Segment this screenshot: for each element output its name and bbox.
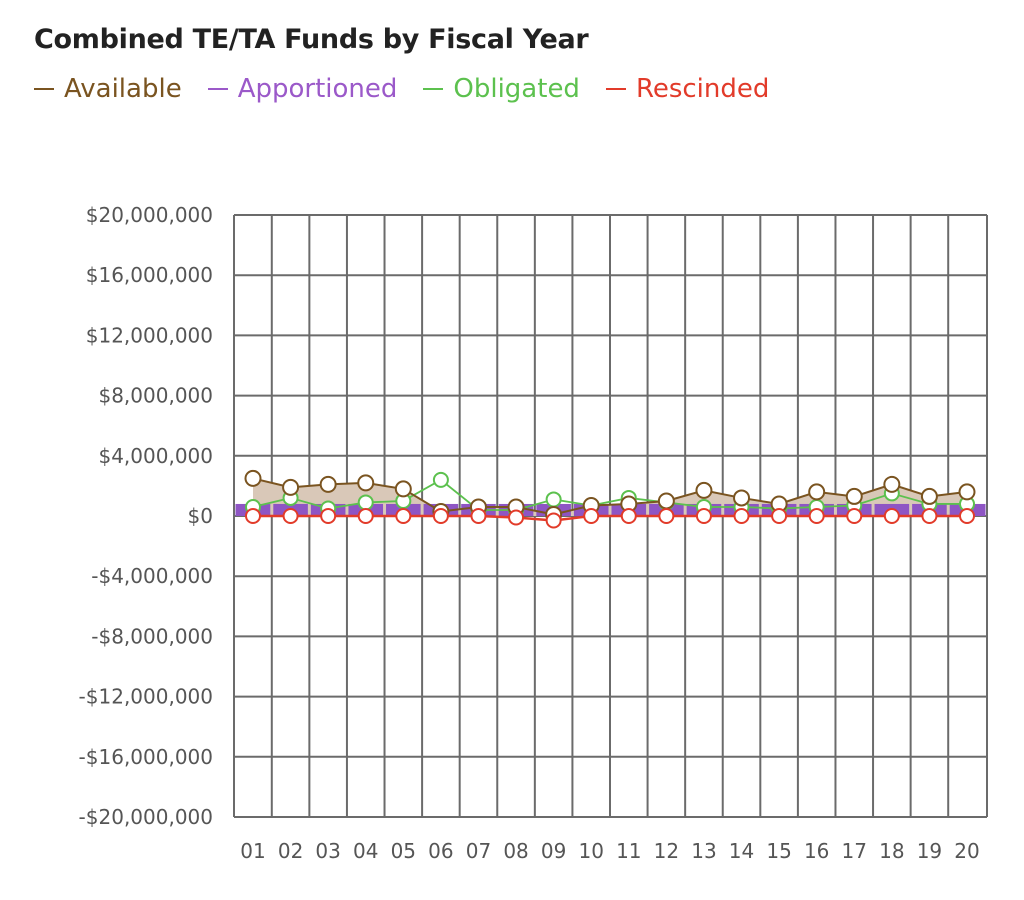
chart-title: Combined TE/TA Funds by Fiscal Year [34,24,589,55]
rescinded-point [959,508,975,524]
available-point [282,478,300,496]
rescinded-point [508,509,525,526]
legend-label-apportioned: Apportioned [237,74,398,104]
y-tick-label: $16,000,000 [86,263,213,287]
rescinded-point [282,508,299,524]
available-point [319,475,337,493]
rescinded-point [695,508,712,524]
obligated-point [357,494,374,511]
rescinded-point [470,508,487,524]
rescinded-point [921,508,938,524]
available-point [357,474,375,492]
rescinded-point [733,508,750,524]
legend-label-rescinded: Rescinded [635,74,770,104]
available-point [733,489,751,507]
x-tick-label: 11 [616,839,641,863]
rescinded-point [883,508,900,524]
rescinded-point [846,508,863,524]
x-tick-label: 01 [240,839,265,863]
x-tick-label: 03 [315,839,340,863]
x-tick-label: 02 [278,839,303,863]
y-tick-label: -$20,000,000 [79,805,213,829]
x-tick-label: 20 [954,839,979,863]
y-tick-label: -$12,000,000 [79,685,213,709]
obligated-point [432,471,449,488]
y-tick-label: $0 [188,504,213,528]
x-tick-label: 08 [503,839,528,863]
y-tick-label: -$4,000,000 [91,564,213,588]
x-tick-label: 19 [917,839,942,863]
x-tick-label: 12 [654,839,679,863]
legend-swatch-available [34,88,54,90]
x-tick-label: 05 [391,839,416,863]
rescinded-point [583,508,600,524]
available-point [958,483,976,501]
obligated-point [545,491,562,508]
x-tick-label: 14 [729,839,754,863]
legend-item-obligated[interactable]: Obligated [423,74,580,104]
rescinded-point [620,508,637,524]
x-tick-label: 09 [541,839,566,863]
available-point [394,480,412,498]
rescinded-point [771,508,788,524]
y-tick-label: -$8,000,000 [91,624,213,648]
legend-label-available: Available [64,74,182,104]
available-point [244,469,262,487]
available-point [657,492,675,510]
legend-swatch-obligated [423,88,444,90]
rescinded-point [320,508,337,524]
available-point [920,487,938,505]
available-point [695,481,713,499]
x-tick-label: 06 [428,839,453,863]
chart-legend: Available Apportioned Obligated Rescinde… [34,74,769,104]
legend-item-apportioned[interactable]: Apportioned [207,74,398,104]
y-tick-label: $4,000,000 [98,444,213,468]
available-point [883,475,901,493]
rescinded-point [545,512,562,529]
rescinded-point [658,508,675,524]
legend-swatch-apportioned [207,88,228,90]
y-tick-label: $12,000,000 [86,323,213,347]
rescinded-point [357,508,374,524]
rescinded-point [245,508,261,524]
x-tick-label: 13 [691,839,716,863]
x-tick-label: 17 [842,839,867,863]
rescinded-point [432,508,449,524]
rescinded-point [808,508,825,524]
y-tick-label: $8,000,000 [98,384,213,408]
y-tick-label: $20,000,000 [86,203,213,227]
y-tick-label: -$16,000,000 [79,745,213,769]
legend-swatch-rescinded [605,88,626,90]
available-point [808,483,826,501]
legend-item-rescinded[interactable]: Rescinded [605,74,770,104]
legend-item-available[interactable]: Available [34,74,182,104]
rescinded-point [395,508,412,524]
x-tick-label: 15 [766,839,791,863]
x-tick-label: 10 [578,839,603,863]
legend-label-obligated: Obligated [453,74,580,104]
x-tick-label: 18 [879,839,904,863]
x-tick-label: 16 [804,839,829,863]
available-point [845,487,863,505]
x-tick-label: 07 [466,839,491,863]
x-tick-label: 04 [353,839,378,863]
